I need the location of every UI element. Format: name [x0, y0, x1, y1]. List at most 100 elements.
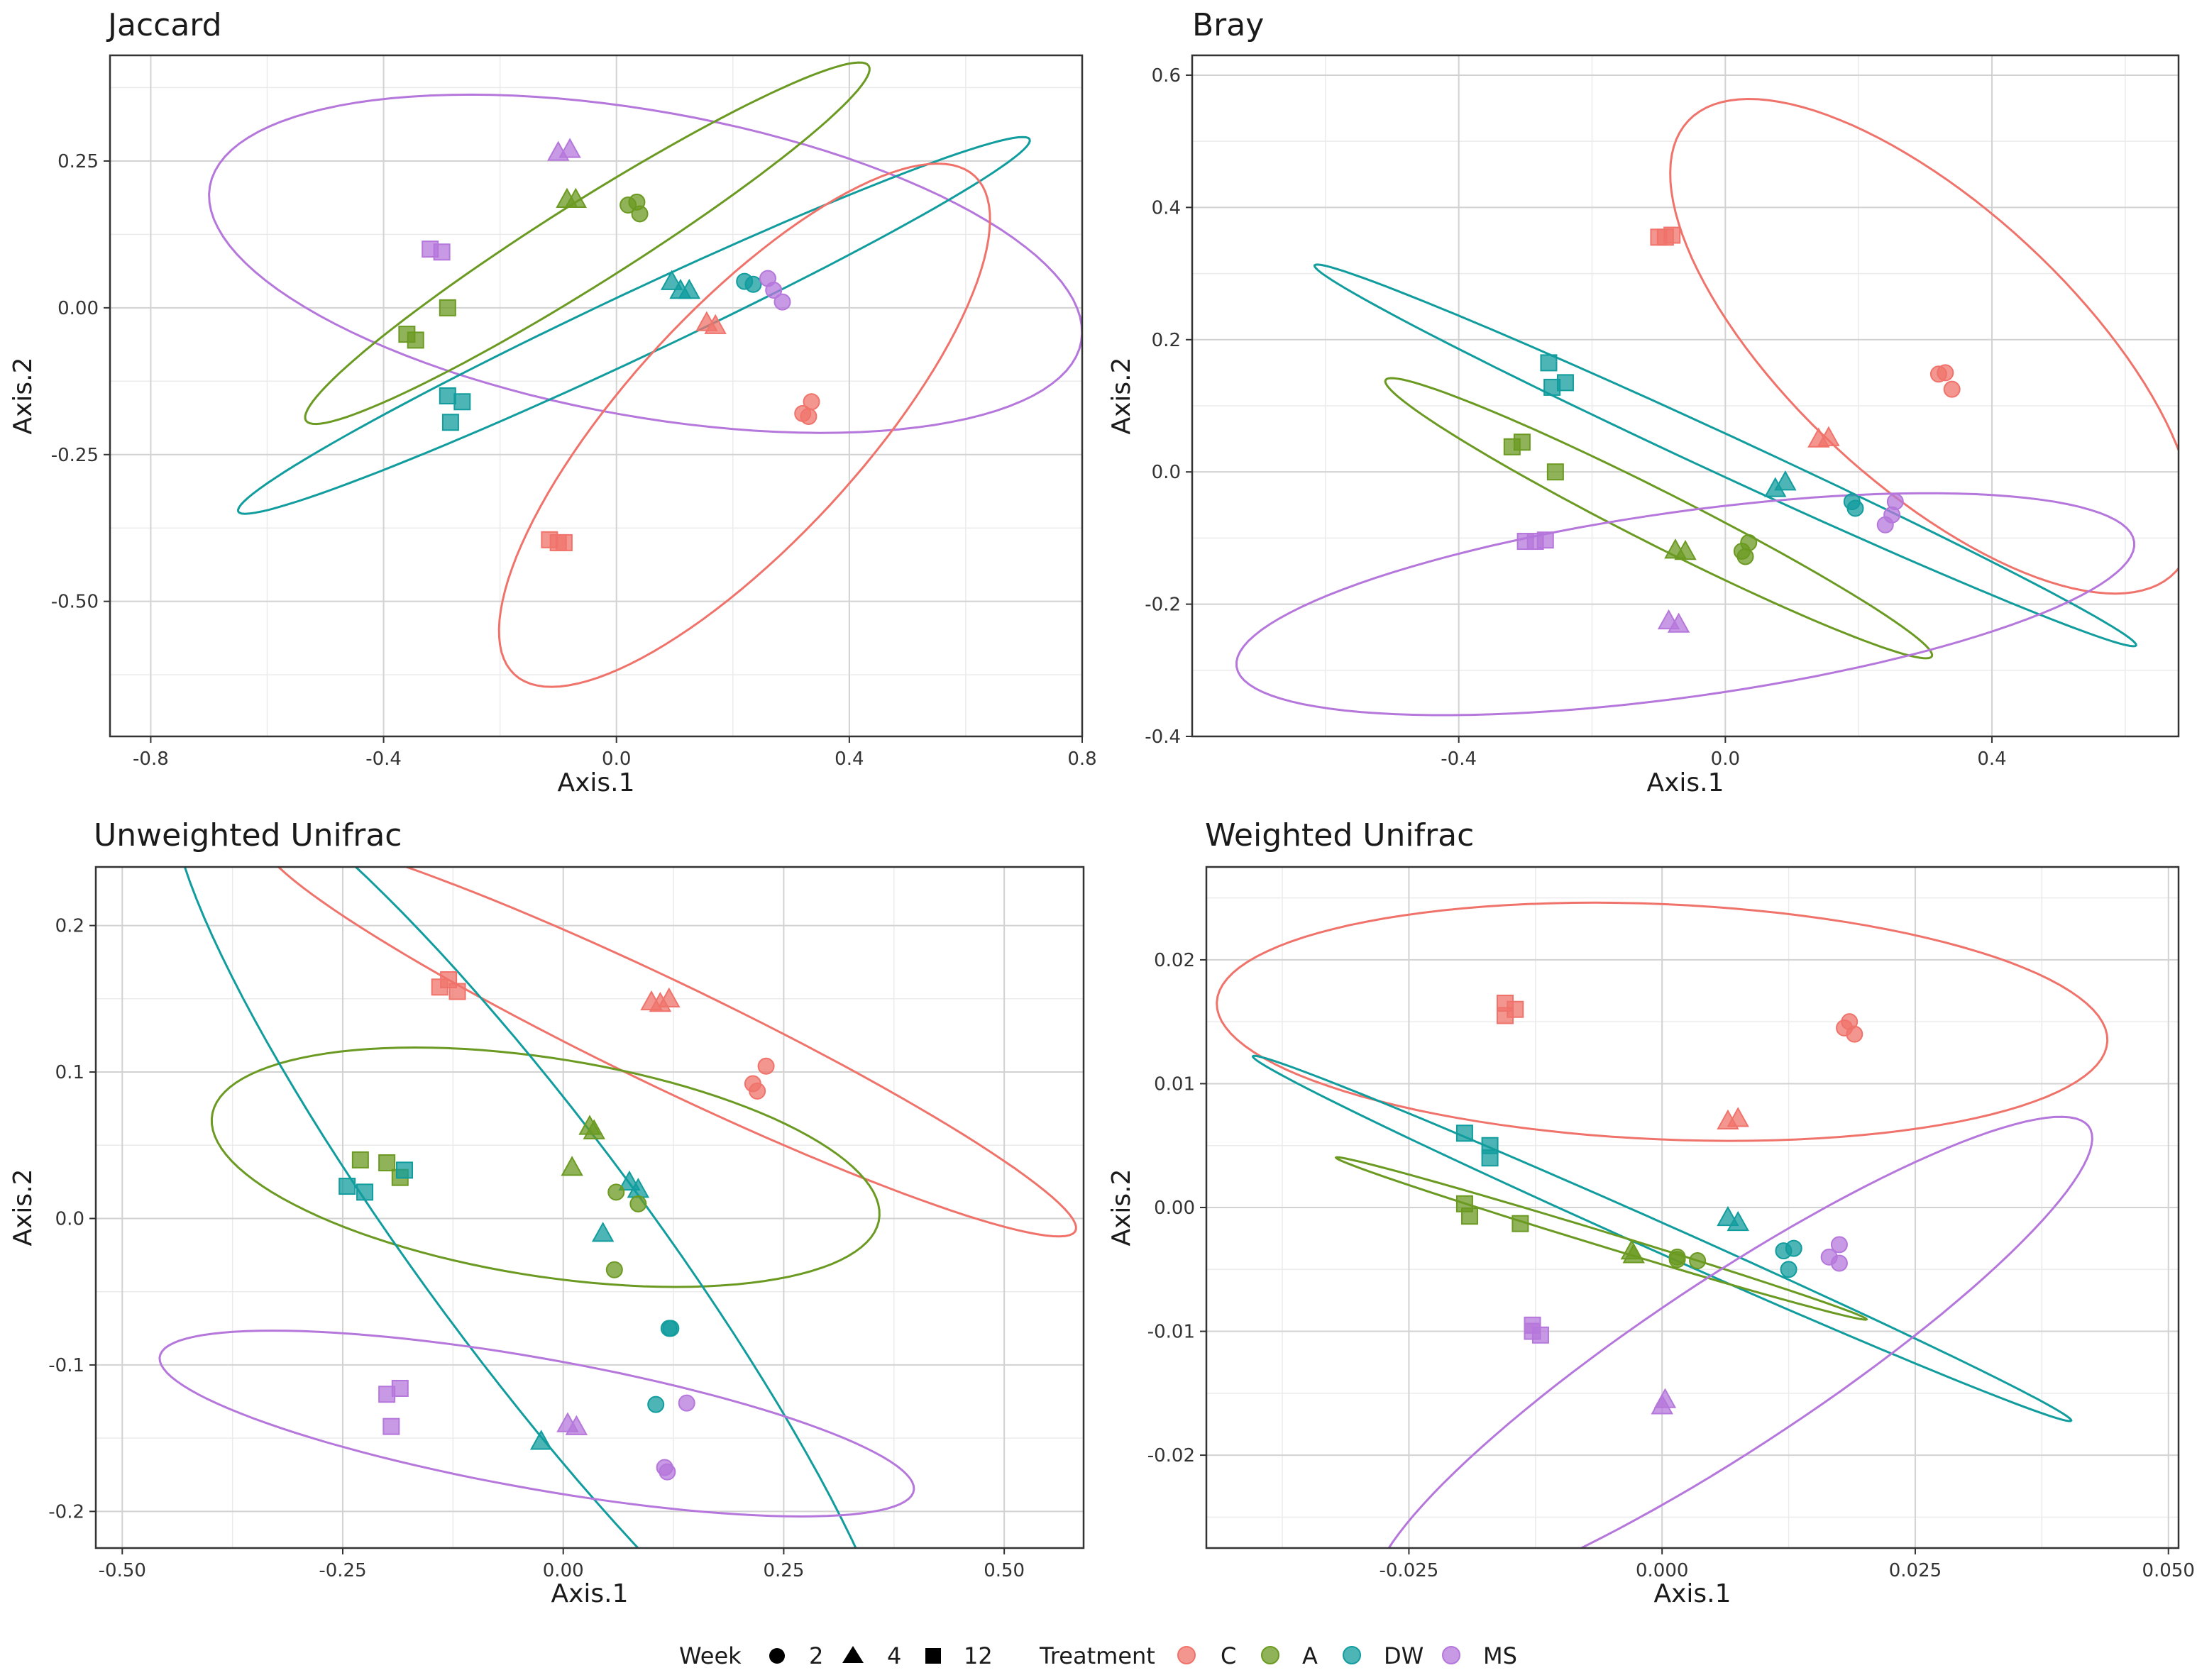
legend-dot-c [1177, 1646, 1196, 1664]
ellipse-dw [1251, 1054, 2073, 1422]
point-triangle-dw [678, 278, 700, 299]
point-square-ms [382, 1418, 400, 1435]
y-axis-label: Axis.2 [9, 357, 38, 434]
point-square-dw [1543, 378, 1561, 396]
legend-square-icon [925, 1648, 941, 1664]
point-circle-a [631, 205, 649, 223]
point-triangle-c [704, 314, 727, 334]
point-circle-ms [1876, 516, 1894, 534]
point-square-dw [441, 414, 459, 431]
point-circle-c [749, 1082, 766, 1100]
point-circle-dw [1846, 499, 1864, 517]
panel-weighted-unifrac: -0.025 0.000 0.025 0.050 -0.02 -0.01 0.00 0.01 0… [1107, 817, 2195, 1608]
y-tick-label: 0.1 [55, 1062, 84, 1083]
point-circle-dw [1785, 1239, 1802, 1257]
legend-treatment-c: C [1221, 1642, 1236, 1669]
point-square-dw [1455, 1124, 1473, 1142]
y-tick-label: 0.0 [1152, 462, 1181, 483]
point-circle-ms [1830, 1236, 1848, 1254]
point-triangle-ms [565, 1415, 588, 1435]
panel-border [1205, 866, 2180, 1549]
point-circle-dw [744, 275, 762, 293]
point-square-dw [338, 1178, 356, 1195]
x-tick-label: -0.8 [133, 748, 169, 770]
point-triangle-dw [529, 1430, 553, 1450]
plot-area [1192, 55, 2179, 736]
point-circle-ms [773, 293, 791, 311]
x-tick-label: -0.25 [319, 1560, 366, 1581]
point-triangle-a [564, 187, 587, 208]
point-square-c [1496, 995, 1514, 1012]
panel-unweighted-unifrac: -0.50 -0.25 0.00 0.25 0.50-0.2-0.10.00.10.2 … [9, 817, 1085, 1608]
ellipse-a [304, 61, 871, 426]
legend-treatment-dw: DW [1384, 1642, 1424, 1669]
x-axis-label: Axis.1 [1646, 768, 1724, 797]
panel-bray: -0.4 0.0 0.4 -0.4 -0.2 0.0 0.2 0.4 0.6 Bray Axis… [1107, 7, 2180, 797]
point-circle-dw [662, 1320, 680, 1337]
point-circle-dw [647, 1396, 665, 1413]
y-axis-label: Axis.2 [9, 1168, 38, 1246]
y-tick-label: 0.2 [1152, 330, 1181, 351]
y-tick-label: 0.6 [1152, 65, 1181, 87]
y-tick-label: 0.0 [55, 1208, 84, 1229]
point-square-ms [433, 243, 451, 261]
point-triangle-dw [1774, 470, 1797, 491]
legend-dot-a [1261, 1646, 1279, 1664]
point-circle-a [1668, 1251, 1686, 1269]
point-square-ms [1536, 531, 1554, 549]
x-tick-label: 0.4 [835, 748, 864, 770]
y-tick-label: -0.01 [1147, 1322, 1195, 1343]
x-tick-label: 0.0 [602, 748, 631, 770]
point-square-dw [439, 387, 456, 404]
point-square-ms [391, 1379, 409, 1397]
point-triangle-dw [660, 270, 683, 290]
x-tick-label: 0.50 [984, 1560, 1025, 1581]
y-tick-label: 0.25 [57, 151, 99, 172]
ellipse-c [497, 162, 991, 688]
legend-week-2: 2 [809, 1642, 823, 1669]
legend-week-12: 12 [964, 1642, 993, 1669]
legend-treatment-ms: MS [1483, 1642, 1517, 1669]
y-tick-label: 0.4 [1152, 197, 1181, 219]
point-circle-c [1943, 380, 1961, 398]
point-circle-a [1736, 548, 1754, 565]
point-circle-c [803, 393, 820, 411]
panel-border [1191, 54, 2180, 738]
x-tick-label: -0.025 [1380, 1560, 1439, 1581]
point-square-a [1513, 433, 1531, 451]
y-tick-label: -0.02 [1147, 1445, 1195, 1466]
x-axis-label: Axis.1 [551, 1579, 628, 1608]
y-tick-label: -0.50 [51, 592, 99, 613]
ellipse-a [1334, 1156, 1868, 1321]
x-axis-label: Axis.1 [1653, 1579, 1731, 1608]
x-tick-label: 0.000 [1636, 1560, 1688, 1581]
x-tick-label: 0.050 [2142, 1560, 2195, 1581]
y-tick-label: -0.25 [51, 445, 99, 466]
x-tick-label: 0.25 [763, 1560, 804, 1581]
point-triangle-ms [1651, 1394, 1673, 1415]
panel-title: Unweighted Unifrac [94, 817, 402, 853]
point-square-dw [356, 1183, 374, 1201]
point-square-a [351, 1151, 369, 1168]
point-square-a [1512, 1215, 1529, 1232]
panel-title: Weighted Unifrac [1205, 817, 1474, 853]
ellipse-dw [1313, 263, 2137, 648]
point-circle-ms [765, 282, 783, 299]
panel-title: Jaccard [106, 7, 222, 43]
legend-treatment-title: Treatment [1039, 1642, 1155, 1669]
x-tick-label: -0.4 [1441, 748, 1477, 770]
y-axis-label: Axis.2 [1107, 1168, 1136, 1246]
panel-border [109, 54, 1084, 738]
point-square-a [439, 299, 456, 316]
point-circle-a [1740, 534, 1758, 551]
legend-week-4: 4 [887, 1642, 901, 1669]
ellipse-dw [236, 136, 1031, 515]
y-tick-label: -0.2 [48, 1501, 84, 1522]
x-tick-label: 0.00 [543, 1560, 584, 1581]
legend-dot-ms [1442, 1646, 1460, 1664]
point-triangle-c [1727, 1107, 1749, 1127]
ellipse-a [1384, 377, 1934, 660]
ellipse-c [1669, 97, 2179, 595]
point-square-a [1546, 463, 1564, 481]
